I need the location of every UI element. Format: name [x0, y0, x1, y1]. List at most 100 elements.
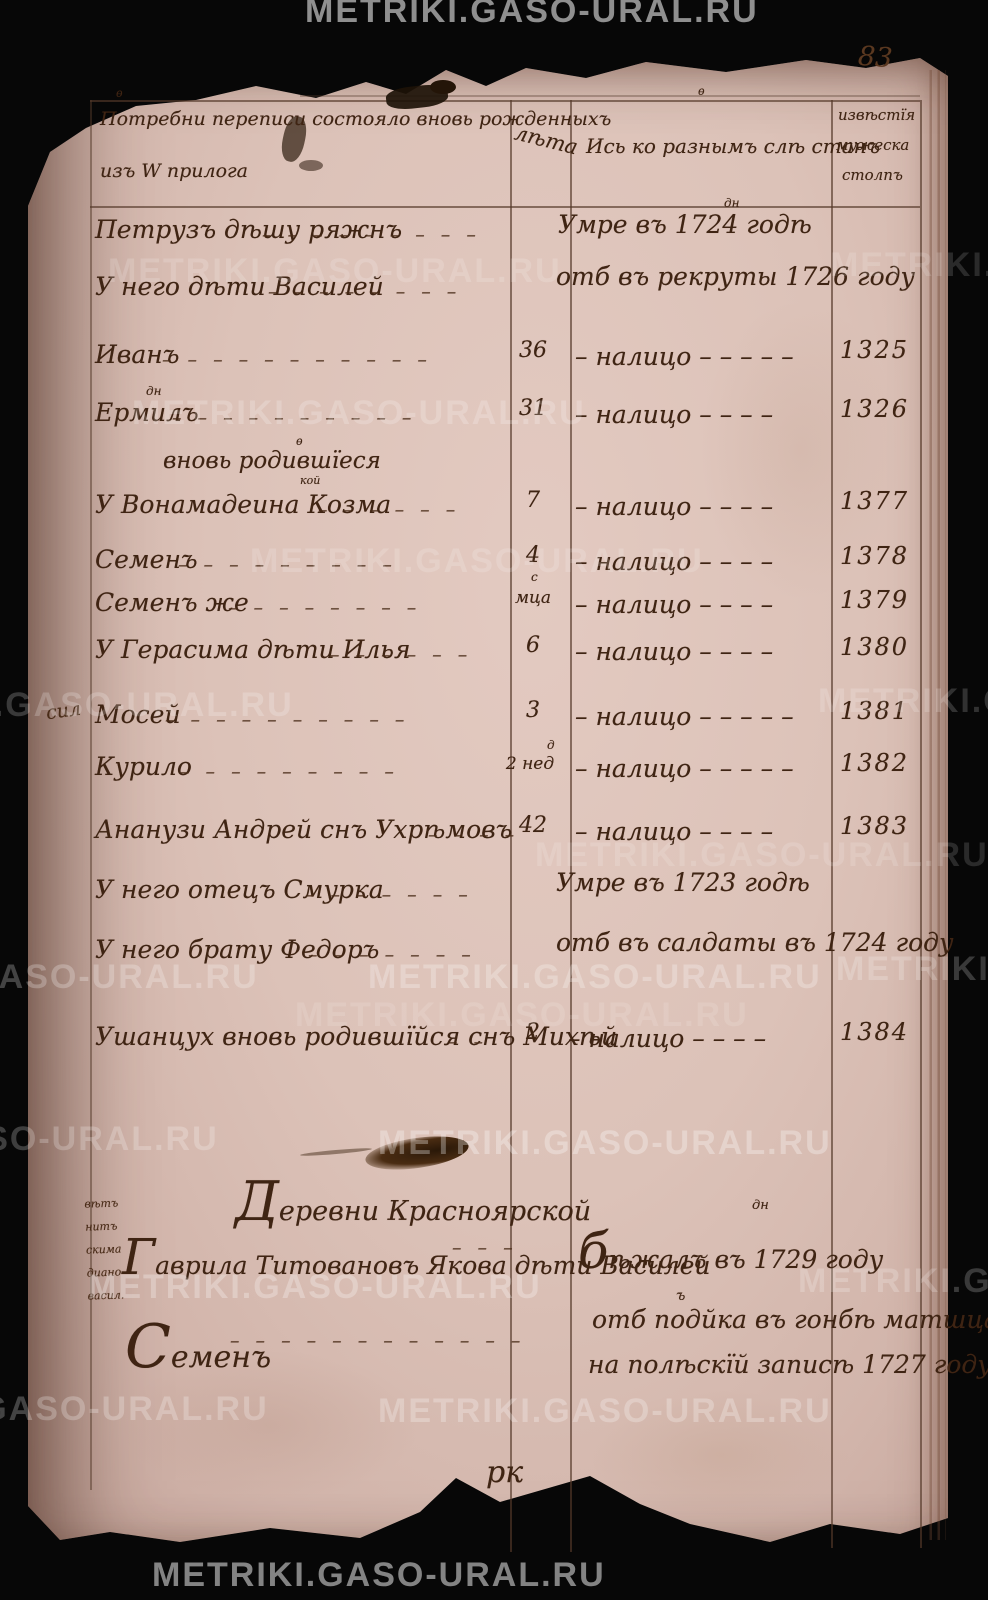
dash-leader: – – – – – – – – –	[178, 554, 397, 576]
entry-name: У него отецъ Смурка	[95, 875, 384, 904]
entry-name: У Герасима дѣти Илья	[95, 635, 411, 664]
entry-number: 1381	[840, 697, 910, 725]
table-column-line	[90, 100, 92, 1490]
dash-leader: – – – –	[428, 824, 520, 846]
entry-name: Семенъ же	[95, 588, 249, 617]
entry-status: отб подйка въ гонбѣ матшца	[592, 1305, 988, 1334]
watermark-text: METRIKI.GASO-URAL.RU	[152, 1556, 606, 1594]
superscript-mark: ѳ	[698, 84, 705, 98]
superscript-mark: дн	[752, 1198, 769, 1213]
entry-age: 7	[526, 488, 540, 513]
entry-age: 31	[519, 396, 547, 421]
section-heading-village: Деревни Красноярской	[235, 1170, 592, 1233]
table-header-rule	[90, 206, 920, 208]
subheading-newborns: вновь родившïеся	[163, 448, 381, 474]
entry-status: – налицо – – – –	[575, 492, 774, 521]
dash-leader: – – – – – –	[318, 499, 461, 521]
dash-leader: – – – – – –	[330, 644, 473, 666]
entry-age: 6	[526, 633, 540, 658]
superscript-mark: дн	[146, 384, 162, 398]
superscript-mark: ѳ	[296, 434, 303, 448]
margin-note-line: нитъ	[84, 1219, 118, 1234]
superscript-mark: ъ	[676, 1288, 686, 1304]
watermark-text: METRIKI.GASO-URAL.RU	[305, 0, 759, 30]
entry-name: Курило	[95, 752, 192, 781]
table-column-line	[570, 100, 572, 1552]
entry-status: – налицо – – – –	[575, 817, 774, 846]
dash-leader: – – – – – – –	[308, 944, 476, 966]
column-header-number-line3: столпъ	[842, 166, 903, 184]
table-column-line	[920, 100, 922, 1548]
dash-leader: – – – – – – –	[305, 884, 473, 906]
page-number: 83	[856, 40, 894, 75]
superscript-mark: ѳ	[116, 86, 123, 100]
entry-name: Ермилъ	[95, 398, 199, 427]
dash-leader: – – – – – – – – – –	[172, 407, 417, 429]
entry-number: 1382	[840, 749, 910, 777]
entry-number: 1325	[840, 336, 910, 364]
column-header-number-line2: мужеска	[836, 136, 910, 154]
dash-leader: – – – – – – – –	[268, 281, 462, 303]
column-header-status: Ись ко разнымъ слѣ станъ	[586, 134, 881, 158]
entry-name: У Вонамадеина Козма	[95, 490, 392, 519]
entry-name: Иванъ	[95, 340, 180, 369]
entry-status: – налицо – – – –	[575, 547, 774, 576]
margin-note-line: скима	[85, 1242, 122, 1257]
entry-name: Ананузи Андрей снъ Ухрѣмовъ	[95, 815, 513, 844]
entry-status: – налицо – – – –	[568, 1024, 767, 1053]
margin-note-line: васил.	[87, 1288, 125, 1303]
entry-age: мца	[514, 588, 552, 608]
entry-status: отб въ салдаты въ 1724 году	[556, 928, 954, 957]
superscript-mark: д	[547, 738, 555, 752]
entry-number: 1380	[840, 633, 910, 661]
entry-number: 1378	[840, 542, 910, 570]
column-header-names-line2: изъ W прилога	[100, 160, 248, 182]
entry-age: 36	[519, 338, 547, 363]
entry-number: 1379	[840, 586, 910, 614]
entry-number: 1326	[840, 395, 910, 423]
quire-mark: рк	[486, 1455, 524, 1490]
column-header-number: извѣстïя	[838, 106, 916, 124]
entry-number: 1383	[840, 812, 910, 840]
dash-leader: – – –	[452, 1237, 518, 1259]
entry-age: 2 нед	[505, 754, 555, 774]
entry-age: 42	[519, 813, 547, 838]
dash-leader: – – – – – – – – – – – –	[230, 1330, 526, 1352]
margin-note-line: вѣтъ	[84, 1196, 119, 1211]
superscript-mark: кой	[300, 474, 321, 487]
entry-status: – налицо – – – –	[575, 590, 774, 619]
margin-note: вѣтъ нитъ скима диано васил.	[84, 1191, 125, 1307]
entry-name: У него дѣти Василей	[95, 272, 384, 301]
table-column-line	[831, 100, 833, 1548]
superscript-mark: дн	[724, 196, 740, 210]
entry-number: 1377	[840, 487, 910, 515]
entry-age: 4	[526, 543, 540, 568]
entry-status: Умре въ 1723 годѣ	[556, 868, 810, 897]
table-top-rule	[90, 100, 920, 102]
table-column-line	[510, 100, 512, 1552]
dash-leader: – – – – – – – – –	[180, 761, 399, 783]
entry-number: 1384	[840, 1018, 910, 1046]
entry-status: отб въ рекруты 1726 году	[556, 262, 915, 291]
entry-name: У него брату Федоръ	[95, 935, 380, 964]
entry-name: Мосей	[95, 700, 181, 729]
entry-status: бѣжалъ въ 1729 году	[578, 1222, 884, 1280]
entry-name: Ушанцух вновь родившïйся снъ Михѣй	[95, 1022, 618, 1051]
margin-note-line: диано	[86, 1265, 122, 1280]
dash-leader: – – – – – – – – – – –	[162, 349, 432, 371]
entry-name: Семенъ	[95, 545, 198, 574]
table-top-rule	[300, 95, 920, 97]
superscript-mark: с	[531, 570, 538, 584]
dash-leader: – – – – – – – – –	[262, 224, 481, 246]
entry-name: Семенъ	[125, 1312, 272, 1382]
entry-status: – налицо – – – –	[575, 637, 774, 666]
entry-status-line2: на полѣскïй записѣ 1727 году	[588, 1350, 988, 1379]
manuscript-page	[28, 58, 948, 1542]
column-header-names: Потребни переписи состояло вновь рожденн…	[100, 108, 612, 130]
entry-status: Умре въ 1724 годѣ	[558, 210, 812, 239]
entry-name: Петрузъ дѣшу ряжнъ	[95, 215, 403, 244]
entry-status: – налицо – – – – –	[575, 702, 794, 731]
entry-name: Гаврила Титовановъ Якова дѣти Василей	[122, 1228, 711, 1286]
dash-leader: – – – – – – – – – –	[165, 709, 410, 731]
